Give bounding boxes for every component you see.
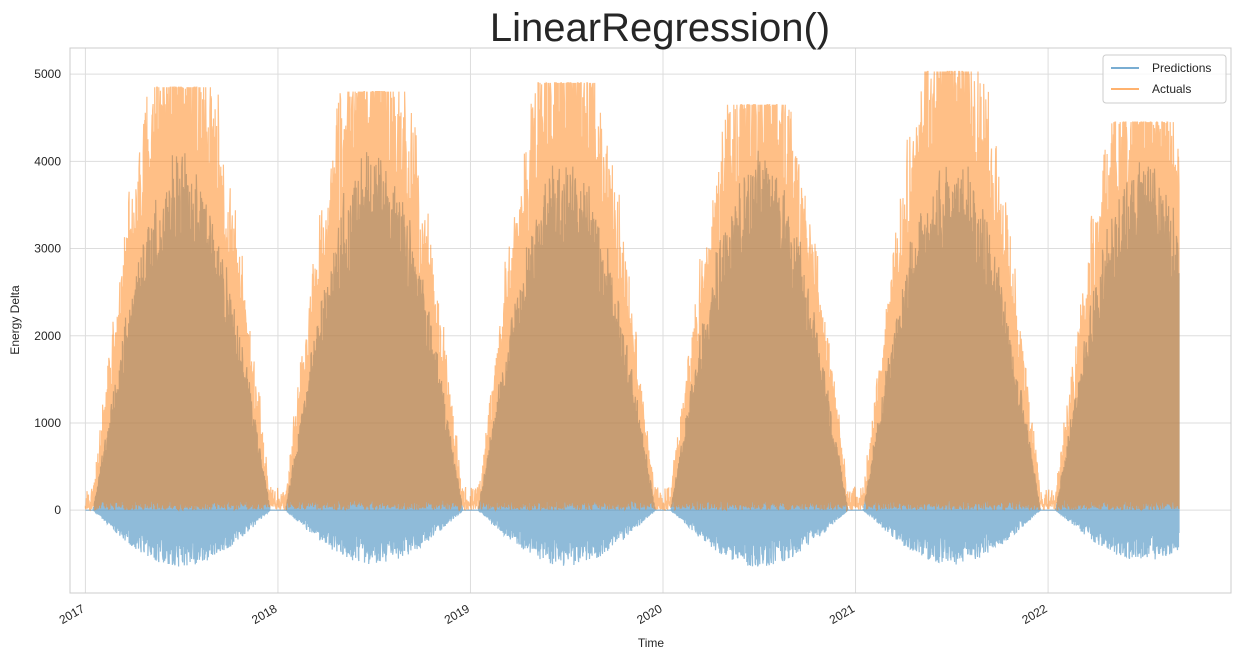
actuals-series: [84, 70, 1180, 513]
chart-title: LinearRegression(): [490, 6, 830, 50]
y-tick-labels: 0 1000 2000 3000 4000 5000: [34, 67, 61, 517]
y-tick-label: 1000: [34, 416, 61, 430]
plot-frame: [69, 47, 1232, 594]
legend: Predictions Actuals: [1102, 54, 1227, 104]
y-tick-label: 0: [54, 503, 61, 517]
y-axis-label: Energy Delta: [8, 285, 22, 355]
legend-predictions-label: Predictions: [1152, 61, 1211, 75]
x-axis-label: Time: [638, 636, 665, 650]
y-tick-label: 4000: [34, 154, 61, 168]
y-tick-label: 3000: [34, 242, 61, 256]
y-tick-label: 2000: [34, 329, 61, 343]
legend-actuals-label: Actuals: [1152, 82, 1191, 96]
actuals-line: [84, 70, 1180, 513]
y-tick-label: 5000: [34, 67, 61, 81]
